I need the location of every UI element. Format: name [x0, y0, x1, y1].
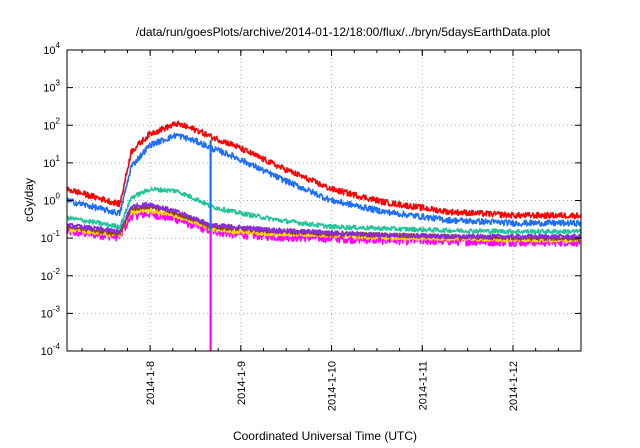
series-line — [66, 201, 582, 240]
x-tick-label: 2014-1-12 — [508, 361, 520, 411]
y-tick-label: 102 — [43, 116, 60, 132]
series-line — [66, 132, 582, 227]
y-tick-label: 100 — [43, 192, 60, 208]
x-tick-label: 2014-1-9 — [236, 361, 248, 405]
y-axis: 104 103 102 101 100 10-1 10-2 10-3 10-4 — [41, 41, 581, 358]
y-tick-label: 101 — [43, 154, 60, 170]
y-tick-label: 10-3 — [41, 304, 61, 320]
series-line — [66, 120, 582, 220]
y-tick-label: 10-2 — [41, 267, 61, 283]
y-tick-label: 104 — [43, 41, 60, 57]
x-axis-label: Coordinated Universal Time (UTC) — [233, 429, 417, 443]
grid — [67, 50, 581, 351]
x-axis: 2014-1-8 2014-1-9 2014-1-10 2014-1-11 2014-1… — [81, 50, 559, 411]
x-tick-label: 2014-1-11 — [417, 361, 429, 410]
y-tick-label: 10-4 — [41, 342, 61, 358]
y-axis-label: cGy/day — [22, 178, 36, 222]
series-line — [66, 186, 582, 235]
x-tick-label: 2014-1-8 — [145, 361, 157, 405]
y-tick-label: 10-1 — [41, 229, 61, 245]
y-tick-label: 103 — [43, 79, 60, 95]
chart-title: /data/run/goesPlots/archive/2014-01-12/1… — [136, 25, 551, 39]
series-layer — [66, 120, 582, 351]
x-tick-label: 2014-1-10 — [327, 361, 339, 411]
